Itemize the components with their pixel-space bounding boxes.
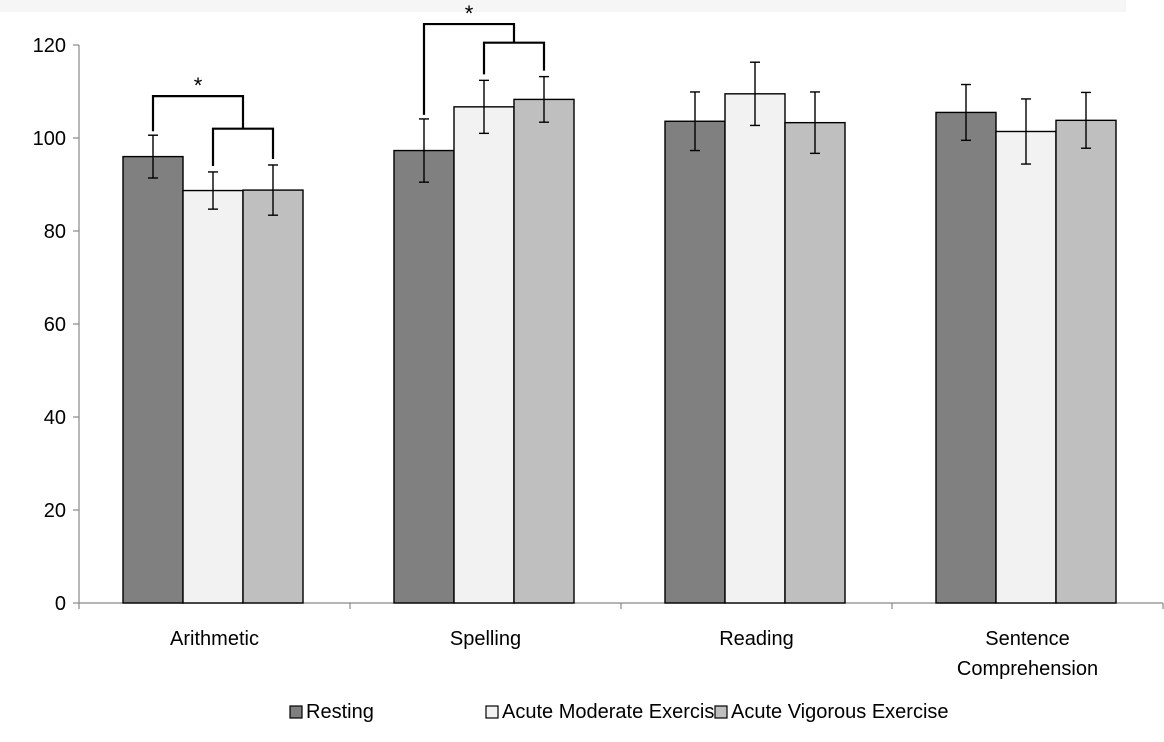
legend: Resting Acute Moderate Exercise Acute Vigo… [289,701,949,723]
error-bars [148,61,1091,216]
x-axis: Arithmetic Spelling Reading Sentence Compreh… [78,602,1164,680]
significance-brackets: ** [151,1,546,166]
legend-label: Resting [306,701,374,723]
y-tick-label: 20 [44,500,66,522]
legend-swatch [289,705,303,719]
category-label: Arithmetic [170,628,259,650]
y-tick-label: 0 [55,593,66,615]
y-tick-label: 40 [44,407,66,429]
y-tick-label: 80 [44,221,66,243]
bar [664,120,726,604]
bars [122,93,1117,604]
legend-swatch [485,705,499,719]
significance-bracket-outer [151,95,245,132]
significance-bracket-inner [211,127,275,166]
bar [393,149,455,604]
legend-label: Acute Moderate Exercise [502,701,725,723]
bar [242,189,304,604]
legend-label: Acute Vigorous Exercise [731,701,949,723]
bar [513,98,575,604]
significance-bracket-inner [482,41,546,75]
y-tick-label: 120 [33,35,66,57]
bar [995,130,1057,604]
y-axis: 0 20 40 60 80 100 120 [33,35,80,615]
significance-label: * [194,73,203,98]
category-label: Comprehension [957,658,1098,680]
category-label: Reading [719,628,794,650]
bar [182,189,244,604]
category-label: Sentence [985,628,1070,650]
bar [935,111,997,604]
top-band [0,0,1126,12]
y-tick-label: 100 [33,128,66,150]
bar [453,106,515,604]
bar [1055,119,1117,604]
significance-label: * [465,1,474,26]
category-label: Spelling [450,628,521,650]
bar [784,121,846,604]
bar [122,155,184,604]
y-tick-label: 60 [44,314,66,336]
bar [724,93,786,604]
significance-bracket-outer [422,22,516,115]
legend-swatch [714,705,728,719]
